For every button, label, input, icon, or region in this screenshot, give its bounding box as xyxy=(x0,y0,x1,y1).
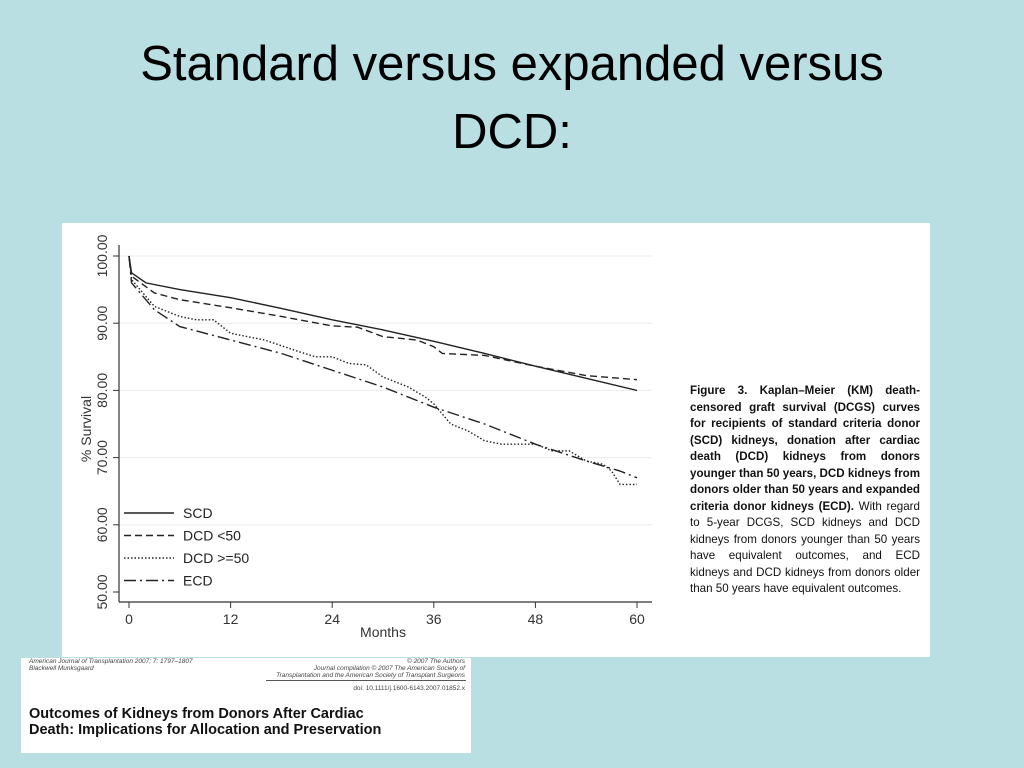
caption-text: With regard to 5-year DCGS, SCD kidneys … xyxy=(690,499,920,596)
copyright: © 2007 The Authors xyxy=(406,658,465,665)
y-tick-label: 90.00 xyxy=(94,305,110,340)
x-tick-label: 48 xyxy=(528,611,544,627)
compilation-line1: Journal compilation © 2007 The American … xyxy=(313,665,465,672)
series-line-dcd-50 xyxy=(128,255,637,486)
x-tick-label: 36 xyxy=(426,611,442,627)
divider xyxy=(266,680,466,681)
doi: doi: 10.1111/j.1600-6143.2007.01852.x xyxy=(353,685,465,692)
caption-bold: Figure 3. Kaplan–Meier (KM) death-censor… xyxy=(690,384,921,513)
figure-caption: Figure 3. Kaplan–Meier (KM) death-censor… xyxy=(690,383,920,598)
paper-title: Outcomes of Kidneys from Donors After Ca… xyxy=(29,706,381,738)
journal-citation: American Journal of Transplantation 2007… xyxy=(29,658,193,665)
legend-label: SCD xyxy=(183,505,213,521)
slide-title-line1: Standard versus expanded versus xyxy=(140,37,884,91)
slide-title: Standard versus expanded versus DCD: xyxy=(0,30,1024,166)
x-tick-label: 12 xyxy=(223,611,239,627)
x-tick-label: 24 xyxy=(324,611,340,627)
paper-title-line2: Death: Implications for Allocation and P… xyxy=(29,722,382,738)
y-axis-label: % Survival xyxy=(78,396,94,462)
series-line-ecd xyxy=(128,255,638,479)
x-tick-label: 60 xyxy=(629,611,645,627)
paper-title-line1: Outcomes of Kidneys from Donors After Ca… xyxy=(29,706,364,722)
x-tick-label: 0 xyxy=(125,611,133,627)
x-axis-label: Months xyxy=(360,624,406,640)
y-tick-label: 60.00 xyxy=(94,507,110,542)
y-tick-label: 80.00 xyxy=(94,373,110,408)
series-line-dcd-50 xyxy=(128,255,638,381)
paper-header: American Journal of Transplantation 2007… xyxy=(21,658,471,753)
y-tick-label: 100.00 xyxy=(94,234,110,277)
publisher: Blackwell Munksgaard xyxy=(29,665,94,672)
legend-label: ECD xyxy=(183,573,213,589)
figure-panel: 50.00 60.00 70.00 80.00 90.00 100.00 0 12 24 36 48… xyxy=(62,223,930,657)
survival-chart: 50.00 60.00 70.00 80.00 90.00 100.00 0 12 24 36 48… xyxy=(78,234,652,640)
compilation-line2: Transplantation and the American Society… xyxy=(276,672,465,679)
legend-label: DCD >=50 xyxy=(183,550,249,566)
y-tick-label: 50.00 xyxy=(94,574,110,609)
y-tick-label: 70.00 xyxy=(94,440,110,475)
legend-label: DCD <50 xyxy=(183,528,241,544)
slide-title-line2: DCD: xyxy=(452,105,572,159)
series-line-scd xyxy=(128,255,638,392)
